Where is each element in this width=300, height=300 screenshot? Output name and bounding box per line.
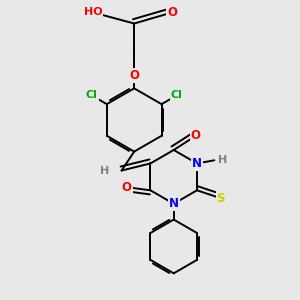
Text: N: N — [192, 157, 202, 170]
Text: O: O — [129, 69, 139, 82]
Text: Cl: Cl — [86, 91, 98, 100]
Text: O: O — [191, 129, 201, 142]
Text: O: O — [122, 181, 132, 194]
Text: N: N — [169, 197, 179, 210]
Text: S: S — [217, 192, 225, 205]
Text: H: H — [218, 155, 227, 165]
Text: HO: HO — [84, 8, 102, 17]
Text: O: O — [167, 6, 177, 19]
Text: H: H — [100, 166, 109, 176]
Text: Cl: Cl — [171, 91, 183, 100]
